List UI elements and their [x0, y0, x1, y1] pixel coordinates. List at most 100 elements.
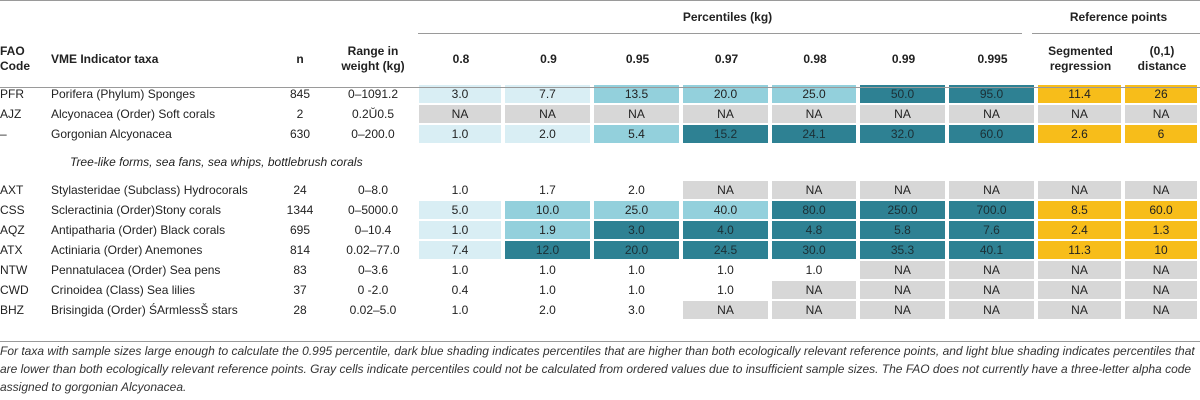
range-cell: 0.02–5.0: [349, 303, 397, 317]
value: NA: [683, 105, 768, 123]
range-cell: 0–200.0: [351, 127, 395, 141]
p095-cell: 3.0: [593, 220, 682, 240]
value: NA: [860, 105, 945, 123]
percentiles-group-header: Percentiles (kg): [682, 10, 773, 24]
dist-cell: NA: [1124, 104, 1200, 124]
value: 4.8: [772, 221, 856, 239]
p08-cell: 1.0: [418, 220, 504, 240]
col-p08: 0.8: [452, 51, 470, 66]
value: NA: [1125, 181, 1198, 199]
value: NA: [949, 301, 1035, 319]
dist-cell: NA: [1124, 300, 1200, 320]
seg-cell: 8.5: [1037, 200, 1124, 220]
fao-code-cell: NTW: [0, 263, 28, 277]
col-p098: 0.98: [803, 51, 827, 66]
value: 13.5: [594, 85, 679, 103]
fao-code-cell: ATX: [0, 243, 23, 257]
value: 1.0: [717, 263, 734, 277]
table-row: PFR Porifera (Phylum) Sponges 845 0–1091.2 3…: [0, 84, 1200, 104]
n-cell: 845: [289, 87, 311, 101]
value: NA: [772, 301, 856, 319]
taxa-cell: Alcyonacea (Order) Soft corals: [51, 107, 216, 121]
p0995-cell: 60.0: [948, 124, 1037, 144]
p0995-cell: 700.0: [948, 200, 1037, 220]
value: NA: [860, 281, 945, 299]
col-p099: 0.99: [891, 51, 916, 66]
p098-cell: NA: [771, 180, 859, 200]
value: 4.0: [683, 221, 768, 239]
value: 7.6: [949, 221, 1035, 239]
p097-cell: NA: [682, 300, 771, 320]
col-p0995: 0.995: [977, 51, 1008, 66]
value: 30.0: [772, 241, 856, 259]
col-n: n: [296, 51, 304, 66]
p09-cell: 12.0: [504, 240, 593, 260]
value: 20.0: [594, 241, 679, 259]
p097-cell: 4.0: [682, 220, 771, 240]
seg-cell: NA: [1037, 180, 1124, 200]
p099-cell: NA: [859, 280, 948, 300]
p099-cell: NA: [859, 104, 948, 124]
value: NA: [1125, 301, 1198, 319]
table-row: ATX Actiniaria (Order) Anemones 814 0.02–77…: [0, 240, 1200, 260]
range-cell: 0 -2.0: [357, 283, 389, 297]
value: 10.0: [505, 201, 590, 219]
col-01-distance: (0,1) distance: [1137, 44, 1187, 73]
value: 250.0: [860, 201, 945, 219]
p099-cell: 5.8: [859, 220, 948, 240]
taxa-cell: Porifera (Phylum) Sponges: [51, 87, 196, 101]
p098-cell: 25.0: [771, 84, 859, 104]
seg-cell: 2.4: [1037, 220, 1124, 240]
value: NA: [1038, 281, 1122, 299]
p095-cell: 1.0: [593, 260, 682, 280]
dist-cell: NA: [1124, 280, 1200, 300]
value: 3.0: [419, 85, 501, 103]
value: 1.0: [717, 283, 734, 297]
p0995-cell: NA: [948, 280, 1037, 300]
seg-cell: NA: [1037, 300, 1124, 320]
dist-cell: NA: [1124, 180, 1200, 200]
p095-cell: 3.0: [593, 300, 682, 320]
table-footnote: For taxa with sample sizes large enough …: [0, 344, 1195, 394]
value: 1.0: [451, 183, 469, 197]
range-cell: 0–1091.2: [347, 87, 399, 101]
value: 32.0: [860, 125, 945, 143]
p0995-cell: NA: [948, 300, 1037, 320]
value: NA: [1125, 105, 1198, 123]
p08-cell: 5.0: [418, 200, 504, 220]
value: 60.0: [949, 125, 1035, 143]
p099-cell: 250.0: [859, 200, 948, 220]
value: NA: [594, 105, 679, 123]
p08-cell: NA: [418, 104, 504, 124]
value: 12.0: [505, 241, 590, 259]
reference-rule: [1032, 33, 1200, 34]
header-bottom-rule: [0, 87, 1200, 88]
value: NA: [1038, 105, 1122, 123]
col-range: Range in weight (kg): [341, 44, 405, 73]
p099-cell: 32.0: [859, 124, 948, 144]
value: 7.4: [419, 241, 501, 259]
p097-cell: 20.0: [682, 84, 771, 104]
p09-cell: NA: [504, 104, 593, 124]
p099-cell: NA: [859, 180, 948, 200]
p099-cell: NA: [859, 260, 948, 280]
value: 95.0: [949, 85, 1035, 103]
dist-cell: 10: [1124, 240, 1200, 260]
p095-cell: NA: [593, 104, 682, 124]
p098-cell: 24.1: [771, 124, 859, 144]
p098-cell: 4.8: [771, 220, 859, 240]
gorgonian-note-row: Tree-like forms, sea fans, sea whips, bo…: [0, 144, 1200, 180]
value: NA: [1125, 281, 1198, 299]
value: NA: [1038, 301, 1122, 319]
dist-cell: 1.3: [1124, 220, 1200, 240]
value: NA: [419, 105, 501, 123]
table-bottom-rule: [0, 341, 1200, 342]
value: 1.0: [419, 125, 501, 143]
table-row: CWD Crinoidea (Class) Sea lilies 37 0 -2.0 0…: [0, 280, 1200, 300]
n-cell: 2: [296, 107, 304, 121]
value: 1.0: [628, 263, 645, 277]
table-row: AQZ Antipatharia (Order) Black corals 695 0…: [0, 220, 1200, 240]
p098-cell: 80.0: [771, 200, 859, 220]
value: 15.2: [683, 125, 768, 143]
p0995-cell: NA: [948, 180, 1037, 200]
